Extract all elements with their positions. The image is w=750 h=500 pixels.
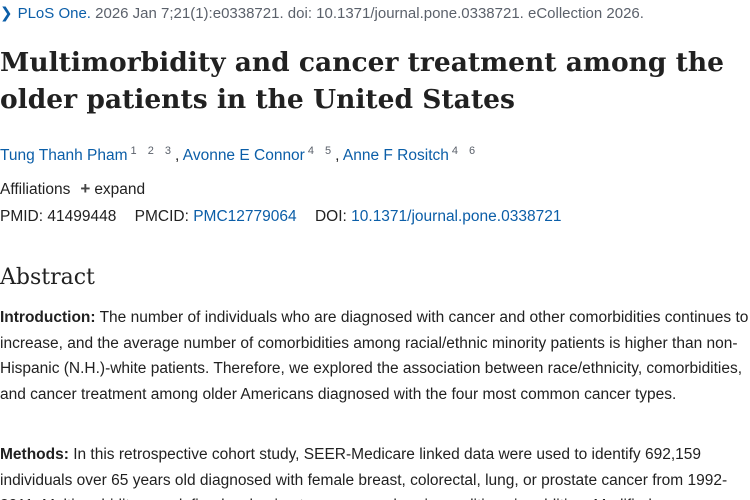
abstract-methods: Methods: In this retrospective cohort st…: [0, 442, 750, 500]
author-separator: ,: [335, 147, 343, 164]
affiliations-label: Affiliations: [0, 181, 71, 198]
pmcid-link[interactable]: PMC12779064: [193, 208, 297, 225]
abstract-introduction: Introduction: The number of individuals …: [0, 305, 750, 407]
methods-text: In this retrospective cohort study, SEER…: [0, 446, 728, 500]
introduction-text: The number of individuals who are diagno…: [0, 309, 749, 403]
chevron-right-icon[interactable]: ❯: [0, 5, 13, 22]
author-link[interactable]: Avonne E Connor: [182, 147, 305, 164]
expand-button[interactable]: expand: [94, 181, 146, 198]
citation-details: 2026 Jan 7;21(1):e0338721. doi: 10.1371/…: [95, 5, 644, 22]
plus-icon[interactable]: +: [80, 179, 91, 198]
author-affiliation-refs[interactable]: 4 6: [451, 145, 480, 157]
author-affiliation-refs[interactable]: 1 2 3: [130, 145, 175, 157]
pmcid-label: PMCID:: [134, 208, 189, 225]
abstract-heading: Abstract: [0, 265, 95, 290]
author-affiliation-refs[interactable]: 4 5: [307, 145, 336, 157]
methods-label: Methods:: [0, 446, 69, 463]
affiliations-toggle[interactable]: Affiliations + expand: [0, 178, 145, 201]
author-link[interactable]: Tung Thanh Pham: [0, 147, 128, 164]
author-link[interactable]: Anne F Rositch: [342, 147, 449, 164]
doi-label: DOI:: [314, 208, 347, 225]
author-separator: ,: [175, 147, 183, 164]
pmid-label: PMID:: [0, 208, 44, 225]
article-identifiers: PMID: 41499448 PMCID: PMC12779064 DOI: 1…: [0, 206, 561, 228]
article-title: Multimorbidity and cancer treatment amon…: [0, 47, 725, 115]
author-list: Tung Thanh Pham 1 2 3, Avonne E Connor 4 5…: [0, 139, 479, 168]
introduction-label: Introduction:: [0, 309, 96, 326]
doi-link[interactable]: 10.1371/journal.pone.0338721: [351, 208, 562, 225]
journal-link[interactable]: PLoS One.: [17, 5, 91, 22]
citation-line: ❯ PLoS One. 2026 Jan 7;21(1):e0338721. do…: [0, 4, 644, 24]
pmid-value: 41499448: [47, 208, 117, 225]
